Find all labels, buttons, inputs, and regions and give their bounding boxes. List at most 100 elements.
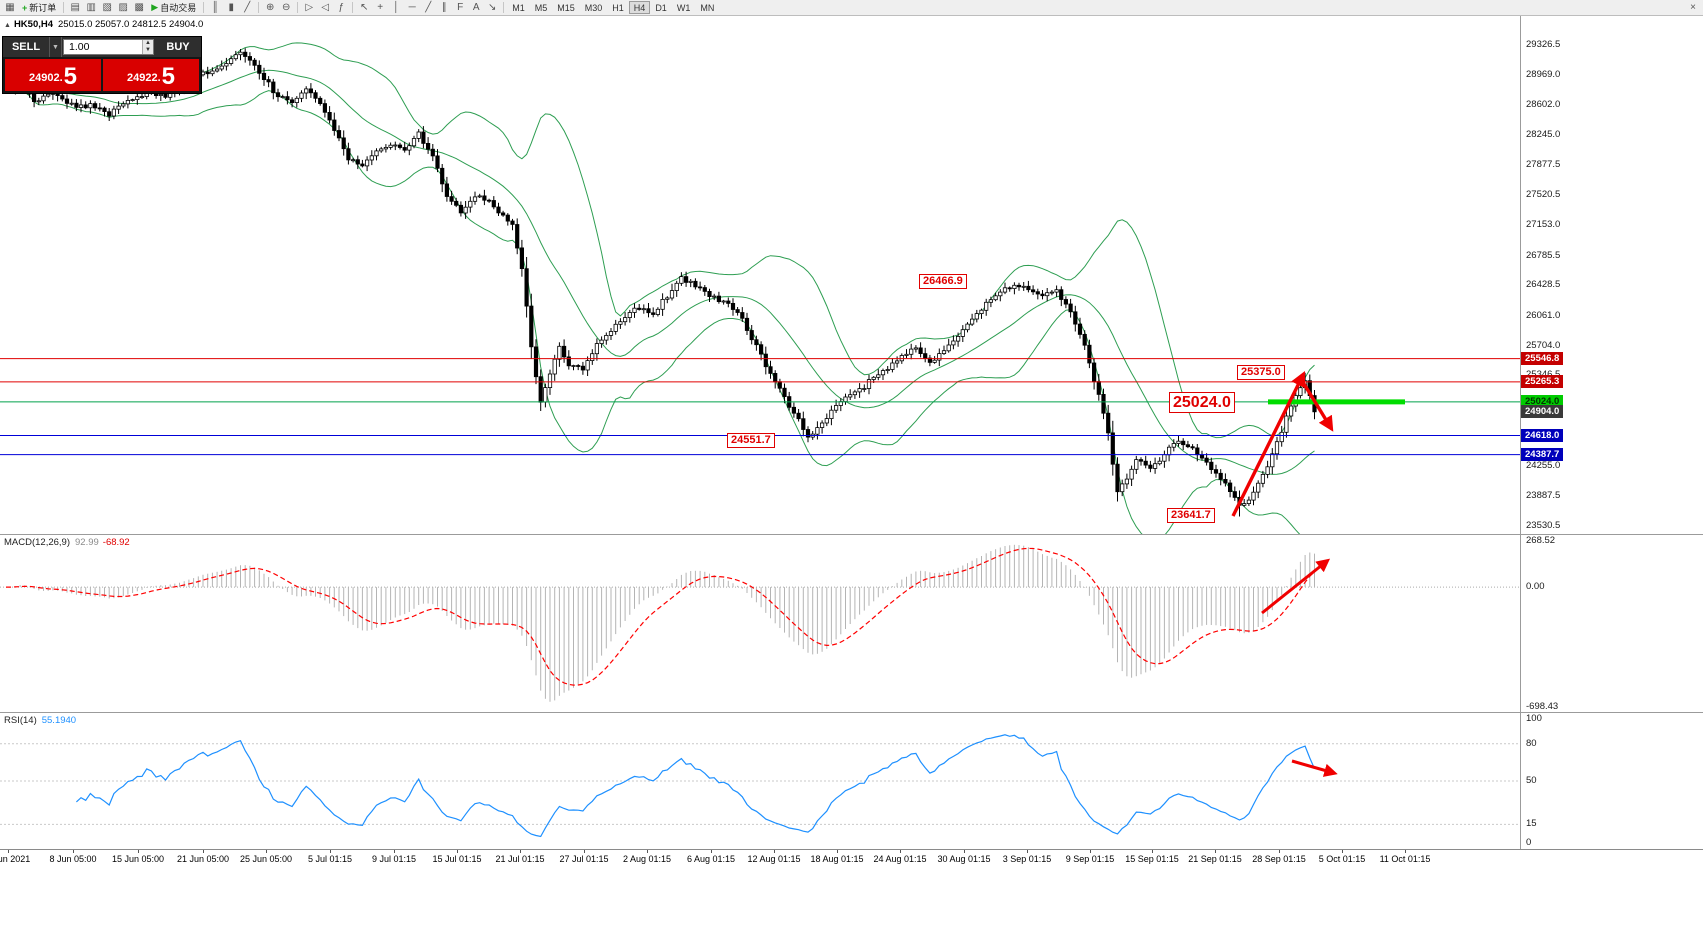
price-callout[interactable]: 24551.7 <box>727 433 775 448</box>
timeframe-mn[interactable]: MN <box>700 2 715 13</box>
time-axis-label: 28 Sep 01:15 <box>1252 854 1306 864</box>
time-axis-tick <box>1027 850 1028 853</box>
sell-price-small: 24902. <box>28 72 63 84</box>
time-axis-tick <box>1090 850 1091 853</box>
bar-chart-icon[interactable]: ║ <box>211 2 219 13</box>
line-chart-icon[interactable]: ╱ <box>244 2 251 13</box>
time-axis-tick <box>203 850 204 853</box>
time-axis-tick <box>837 850 838 853</box>
volume-up-icon[interactable]: ▲ <box>143 40 153 47</box>
rsi-axis-label: 100 <box>1526 713 1542 724</box>
toolbar-separator <box>203 2 205 13</box>
time-axis-label: 5 Oct 01:15 <box>1318 854 1366 864</box>
navigator-icon[interactable]: ▧ <box>102 2 112 13</box>
price-tag: 24904.0 <box>1521 404 1564 418</box>
window-close-icon[interactable]: × <box>1690 2 1696 13</box>
collapse-trade-panel-icon[interactable]: ▲ <box>4 22 11 29</box>
data-window-icon[interactable]: ▥ <box>86 2 96 13</box>
volume-spinner: ▲ ▼ <box>142 40 153 54</box>
macd-axis-label: 268.52 <box>1526 535 1556 546</box>
market-watch-icon[interactable]: ▤ <box>70 2 80 13</box>
time-axis-tick <box>73 850 74 853</box>
time-axis-tick <box>584 850 585 853</box>
timeframe-d1[interactable]: D1 <box>655 2 667 13</box>
terminal-icon[interactable]: ▨ <box>118 2 128 13</box>
timeframe-m5[interactable]: M5 <box>534 2 548 13</box>
timeframe-m15[interactable]: M15 <box>557 2 575 13</box>
autotrade-icon: ▶ <box>151 2 159 12</box>
time-axis-label: 11 Oct 01:15 <box>1379 854 1431 864</box>
new-order-button[interactable]: + 新订单 <box>18 1 60 15</box>
price-axis-label: 28602.0 <box>1526 99 1561 111</box>
price-callout[interactable]: 26466.9 <box>919 274 967 289</box>
price-callout[interactable]: 25375.0 <box>1237 365 1285 380</box>
rsi-indicator[interactable] <box>0 713 1520 850</box>
time-axis-label: 18 Aug 01:15 <box>810 854 864 864</box>
macd-axis-label: -698.43 <box>1526 701 1559 712</box>
macd-axis: 268.52 0.00 -698.43 <box>1520 535 1703 712</box>
trendline-icon[interactable]: ╱ <box>425 2 432 13</box>
arrow-object-icon[interactable]: ↘ <box>488 2 497 13</box>
macd-indicator[interactable] <box>0 535 1520 713</box>
volume-down-icon[interactable]: ▼ <box>143 47 153 54</box>
text-label-icon[interactable]: A <box>472 2 480 13</box>
vertical-line-icon[interactable]: │ <box>393 2 400 13</box>
time-axis-tick <box>647 850 648 853</box>
price-axis-label: 28245.0 <box>1526 128 1561 140</box>
timeframe-m1[interactable]: M1 <box>512 2 525 13</box>
symbol-ohlc: 25015.0 25057.0 24812.5 24904.0 <box>58 19 204 30</box>
zoom-out-icon[interactable]: ⊖ <box>282 2 291 13</box>
buy-price-display[interactable]: 24922. 5 <box>103 59 199 91</box>
timeframe-h4[interactable]: H4 <box>628 1 651 14</box>
time-axis-label: 15 Jun 05:00 <box>111 854 165 864</box>
toolbar-separator <box>352 2 354 13</box>
time-axis-tick <box>520 850 521 853</box>
cursor-icon[interactable]: ↖ <box>360 2 369 13</box>
timeframe-w1[interactable]: W1 <box>676 2 691 13</box>
sell-button[interactable]: SELL <box>11 41 41 53</box>
macd-value-main: 92.99 <box>75 537 99 548</box>
buy-button[interactable]: BUY <box>166 41 190 53</box>
volume-input[interactable]: 1.00 ▲ ▼ <box>63 39 154 55</box>
sell-price-display[interactable]: 24902. 5 <box>5 59 101 91</box>
price-axis-label: 25346.5 <box>1526 369 1560 380</box>
price-callout[interactable]: 25024.0 <box>1169 392 1235 413</box>
horizontal-line-icon[interactable]: ─ <box>408 2 416 13</box>
chart-shift-icon[interactable]: ◁ <box>321 2 330 13</box>
autotrade-button-label: 自动交易 <box>160 3 197 13</box>
price-callout[interactable]: 23641.7 <box>1167 508 1215 523</box>
rsi-axis-label: 50 <box>1526 775 1537 786</box>
sell-price-big: 5 <box>63 63 77 90</box>
time-axis-tick <box>330 850 331 853</box>
indicators-icon[interactable]: ƒ <box>338 2 344 13</box>
timeframe-h1[interactable]: H1 <box>612 2 624 13</box>
toolbar-separator <box>297 2 299 13</box>
time-axis[interactable]: 3 Jun 2021 8 Jun 05:00 15 Jun 05:00 21 Jun … <box>0 849 1703 867</box>
price-axis-label: 27153.0 <box>1526 219 1561 231</box>
macd-value-signal: -68.92 <box>102 537 130 548</box>
time-axis-label: 15 Sep 01:15 <box>1125 854 1179 864</box>
price-axis-label: 23887.5 <box>1526 490 1561 502</box>
time-axis-tick <box>457 850 458 853</box>
macd-label: MACD(12,26,9) 92.99 -68.92 <box>4 537 130 548</box>
price-axis-label: 26061.0 <box>1526 309 1561 321</box>
price-axis-label: 26785.5 <box>1526 249 1561 261</box>
price-axis-label: 29326.5 <box>1526 39 1561 51</box>
price-axis[interactable]: 29326.5 28969.0 28602.0 28245.0 27877.5 27520… <box>1520 16 1703 534</box>
equidistant-channel-icon[interactable]: ∥ <box>441 2 447 13</box>
candlestick-chart-icon[interactable]: ▮ <box>228 2 234 13</box>
candlestick-chart[interactable] <box>0 16 1520 534</box>
autotrade-button[interactable]: ▶ 自动交易 <box>147 1 200 15</box>
fibonacci-icon[interactable]: F <box>457 2 464 13</box>
rsi-name: RSI(14) <box>4 715 37 726</box>
crosshair-icon[interactable]: + <box>377 2 384 13</box>
zoom-in-icon[interactable]: ⊕ <box>266 2 275 13</box>
trade-options-caret-icon[interactable]: ▼ <box>49 37 62 57</box>
time-axis-label: 21 Sep 01:15 <box>1188 854 1242 864</box>
rsi-axis: 100 80 50 15 0 <box>1520 713 1703 849</box>
auto-scroll-icon[interactable]: ▷ <box>305 2 314 13</box>
price-axis-label: 28969.0 <box>1526 68 1561 80</box>
strategy-tester-icon[interactable]: ▩ <box>134 2 144 13</box>
timeframe-m30[interactable]: M30 <box>584 2 603 13</box>
new-chart-icon[interactable]: ▦ <box>5 2 15 13</box>
